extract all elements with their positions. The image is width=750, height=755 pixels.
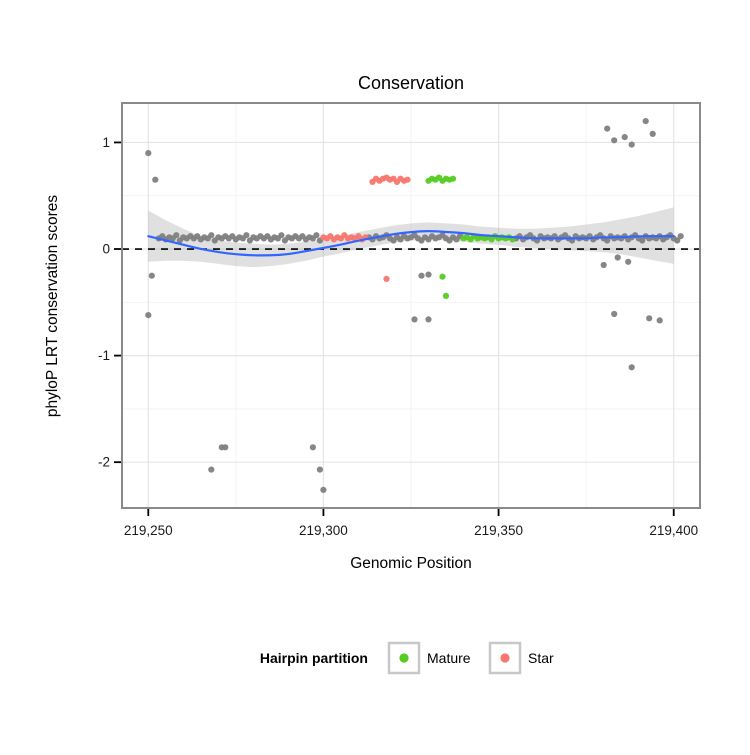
data-point-other — [208, 232, 215, 239]
data-point-other — [677, 233, 684, 240]
x-tick-label: 219,250 — [124, 523, 173, 538]
legend-label-mature: Mature — [427, 650, 471, 666]
data-point-other — [604, 237, 611, 244]
data-point-other — [642, 118, 649, 125]
data-point-other — [639, 237, 646, 244]
data-point-other — [600, 261, 607, 269]
y-tick-label: 0 — [102, 242, 110, 257]
data-point-Mature — [442, 292, 450, 299]
data-point-other — [674, 237, 681, 244]
x-tick-label: 219,400 — [649, 523, 698, 538]
smooth-trend-line — [147, 230, 675, 257]
y-tick-label: -2 — [98, 455, 110, 470]
data-point-other — [611, 310, 618, 318]
x-tick-label: 219,350 — [474, 523, 523, 538]
data-point-other — [649, 130, 656, 137]
axes: 219,250 219,300 219,350 219,400 -2 -1 0 1 — [98, 135, 698, 538]
chart-title: Conservation — [358, 73, 464, 93]
legend-title: Hairpin partition — [260, 650, 368, 666]
data-point-Mature — [439, 273, 446, 280]
data-point-other — [320, 486, 327, 493]
x-axis-label: Genomic Position — [350, 555, 471, 572]
y-tick-label: -1 — [98, 348, 110, 363]
data-point-other — [208, 466, 215, 473]
data-point-Mature — [449, 175, 457, 182]
data-point-other — [628, 364, 635, 371]
data-point-other — [625, 258, 632, 265]
data-point-other — [611, 137, 618, 144]
data-point-other — [316, 466, 323, 473]
data-point-other — [614, 254, 621, 261]
data-point-Star — [383, 275, 390, 282]
data-point-other — [278, 232, 285, 239]
panel-border — [121, 102, 701, 509]
data-point-other — [656, 317, 663, 324]
y-axis-label: phyloP LRT conservation scores — [44, 195, 61, 418]
data-point-other — [148, 272, 155, 279]
data-point-other — [628, 141, 635, 148]
x-tick-label: 219,300 — [299, 523, 348, 538]
plot-panel: 219,250 219,300 219,350 219,400 -2 -1 0 1 — [98, 102, 701, 538]
data-point-other — [173, 232, 180, 239]
data-point-other — [309, 444, 316, 451]
data-point-other — [222, 444, 229, 451]
legend-entry-star: Star — [488, 641, 554, 675]
data-point-other — [425, 271, 432, 278]
data-point-Star — [404, 176, 411, 183]
data-point-other — [621, 134, 628, 141]
legend: Hairpin partition Mature Star — [260, 641, 554, 675]
legend-label-star: Star — [528, 650, 554, 666]
legend-key-dot-mature — [399, 653, 409, 663]
data-point-other — [152, 176, 159, 183]
data-point-other — [313, 232, 320, 239]
data-point-other — [243, 232, 250, 239]
data-point-other — [145, 312, 152, 319]
data-point-other — [425, 316, 432, 323]
data-point-other — [418, 272, 425, 279]
legend-key-box — [387, 641, 421, 675]
legend-key-dot-star — [500, 653, 510, 663]
data-point-other — [145, 150, 152, 157]
y-tick-label: 1 — [102, 135, 110, 150]
legend-entry-mature: Mature — [387, 641, 471, 675]
data-point-other — [604, 125, 611, 132]
data-point-other — [411, 316, 418, 323]
data-point-other — [646, 315, 653, 322]
